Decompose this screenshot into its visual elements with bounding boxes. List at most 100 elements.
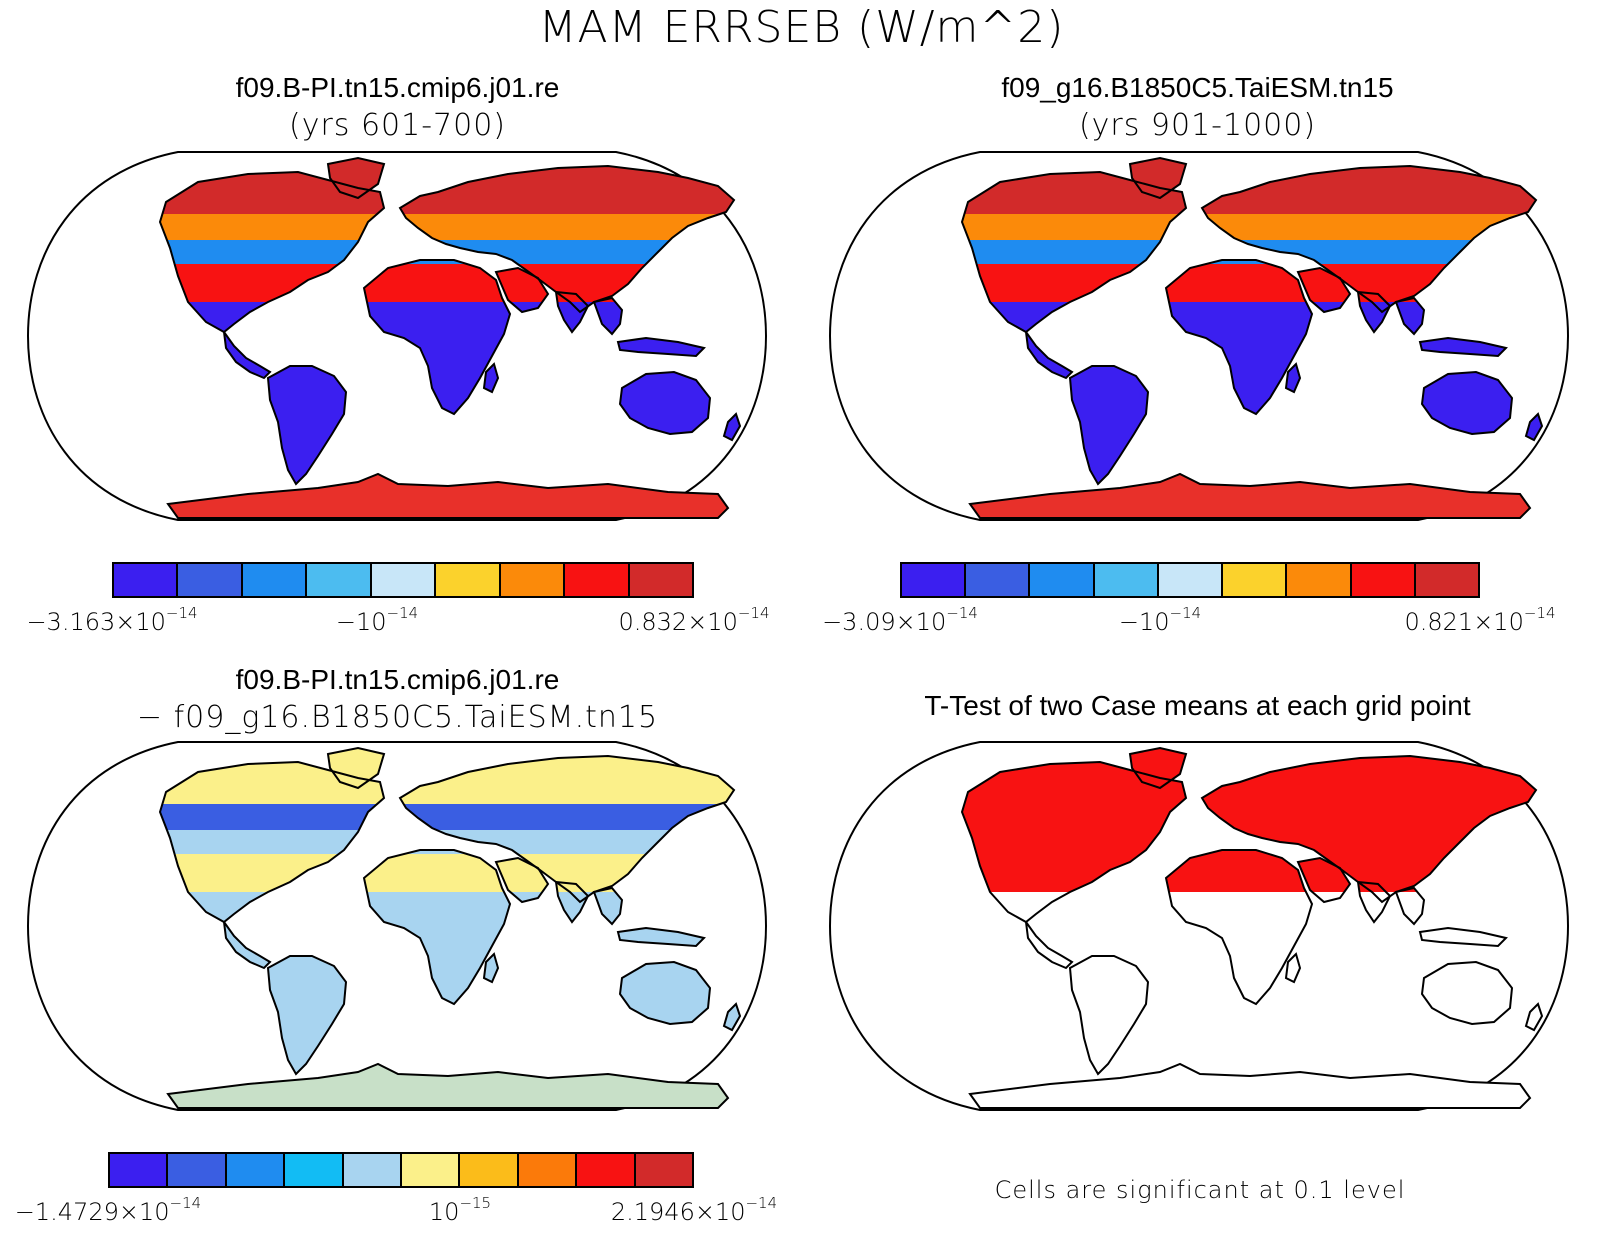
coastline-africa [362,259,512,416]
panel-2-title: f09_g16.B1850C5.TaiESM.tn15 [1001,72,1394,103]
coastline-eurasia [1200,164,1538,314]
colorbar-swatch [629,564,692,596]
coastline-seAsia [592,886,624,926]
coastline-northAmerica [158,170,386,334]
colorbar-swatch [242,564,308,596]
colorbar-swatch [1158,564,1224,596]
colorbar-tick-label: −10−14 [335,604,419,636]
panel-1-colorbar [112,562,694,598]
colorbar-tick-label: 0.821×10−14 [1404,604,1556,636]
colorbar-swatch [635,1154,693,1186]
panel-1-subtitle: (yrs 601-700) [288,108,506,143]
colorbar-swatch [114,564,179,596]
coastline-southAmerica [1068,365,1150,486]
coastline-southAmerica [266,365,348,486]
coastline-antarctica [166,1062,730,1109]
coastline-seAsia [592,296,624,336]
panel-4-note: Cells are significant at 0.1 level [994,1176,1406,1204]
coastline-centralAmerica [223,331,272,380]
coastline-africa [362,849,512,1006]
panel-2-colorbar [900,562,1480,598]
coastline-madagascar [482,362,500,394]
panel-1-colorbar-labels: −3.163×10−14 −10−14 0.832×10−14 [0,600,1603,640]
coastline-australia [1420,960,1514,1026]
panel-1-map [26,151,768,521]
colorbar-swatch [307,564,372,596]
field-band [160,854,740,892]
coastline-indonesia [616,926,706,948]
coastline-northAmerica [960,760,1188,924]
coastline-madagascar [1284,362,1302,394]
coastline-nz [722,1002,742,1032]
coastline-greenland [326,156,386,200]
coastline-centralAmerica [223,921,272,970]
panel-3-title: f09.B-PI.tn15.cmip6.j01.re [235,664,560,695]
coastline-eurasia [1200,754,1538,904]
colorbar-tick-label: 10−15 [428,1194,492,1226]
colorbar-tick-label: 2.1946×10−14 [610,1194,778,1226]
colorbar-swatch [500,564,566,596]
panel-3-map [26,741,768,1111]
colorbar-swatch [565,564,630,596]
colorbar-swatch [902,564,967,596]
coastline-southAmerica [266,955,348,1076]
colorbar-swatch [178,564,243,596]
colorbar-swatch [371,564,437,596]
panel-3-colorbar [108,1152,694,1188]
coastline-eurasia [398,754,736,904]
colorbar-swatch [402,1154,461,1186]
panel-2-map [828,151,1570,521]
coastline-northAmerica [158,760,386,924]
colorbar-swatch [226,1154,286,1186]
figure-title: MAM ERRSEB (W/m^2) [538,2,1065,53]
panel-4-map [828,741,1570,1111]
colorbar-swatch [1351,564,1416,596]
coastline-indonesia [616,336,706,358]
coastline-india [1356,290,1392,334]
field-band [160,264,740,302]
coastline-nz [1524,412,1544,442]
coastline-seAsia [1394,296,1426,336]
coastline-northAmerica [960,170,1188,334]
field-band [962,264,1542,302]
panel-2-subtitle: (yrs 901-1000) [1078,108,1317,143]
colorbar-swatch [168,1154,227,1186]
colorbar-tick-label: −10−14 [1118,604,1202,636]
coastline-centralAmerica [1025,921,1074,970]
coastline-india [1356,880,1392,924]
panel-1-title: f09.B-PI.tn15.cmip6.j01.re [235,72,560,103]
coastline-greenland [326,746,386,790]
coastline-eurasia [398,164,736,314]
coastline-nz [722,412,742,442]
coastline-africa [1164,849,1314,1006]
colorbar-swatch [1415,564,1478,596]
colorbar-swatch [343,1154,403,1186]
coastline-greenland [1128,156,1188,200]
colorbar-swatch [110,1154,169,1186]
colorbar-tick-label: −1.4729×10−14 [14,1194,202,1226]
coastline-antarctica [968,1062,1532,1109]
colorbar-swatch [966,564,1031,596]
coastline-indonesia [1418,336,1508,358]
coastline-arabia [1296,266,1352,314]
coastline-india [554,290,590,334]
colorbar-tick-label: −3.09×10−14 [822,604,978,636]
coastline-centralAmerica [1025,331,1074,380]
colorbar-swatch [460,1154,519,1186]
coastline-antarctica [166,472,730,519]
colorbar-tick-label: 0.832×10−14 [618,604,770,636]
coastline-southAmerica [1068,955,1150,1076]
coastline-arabia [1296,856,1352,904]
coastline-australia [1420,370,1514,436]
coastline-indonesia [1418,926,1508,948]
field-band [962,854,1542,892]
coastline-india [554,880,590,924]
coastline-africa [1164,259,1314,416]
colorbar-swatch [1094,564,1159,596]
colorbar-swatch [1287,564,1352,596]
coastline-madagascar [1284,952,1302,984]
colorbar-tick-label: −3.163×10−14 [26,604,198,636]
panel-3-colorbar-labels: −1.4729×10−14 10−15 2.1946×10−14 [0,1190,1603,1230]
coastline-antarctica [968,472,1532,519]
coastline-madagascar [482,952,500,984]
